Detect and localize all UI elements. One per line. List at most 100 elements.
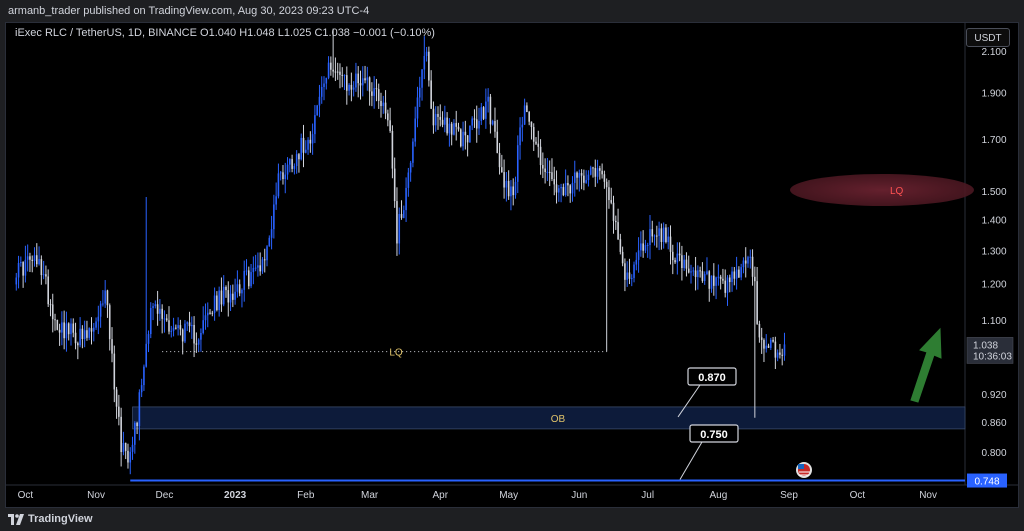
- candle: [735, 256, 738, 290]
- candle-body: [266, 246, 268, 261]
- candle-body: [537, 143, 540, 147]
- candle: [763, 338, 765, 363]
- candle-body: [453, 123, 455, 135]
- candle: [298, 152, 300, 173]
- candle: [113, 345, 116, 403]
- candle: [177, 317, 179, 336]
- candle: [229, 285, 232, 312]
- candle-body: [722, 278, 724, 281]
- candle-body: [58, 329, 61, 333]
- candle: [649, 215, 651, 260]
- candle: [154, 300, 157, 309]
- candle-body: [774, 341, 777, 358]
- candle-body: [86, 330, 88, 338]
- x-tick-label: Nov: [87, 490, 105, 501]
- candle-body: [291, 159, 293, 169]
- candle: [163, 310, 166, 333]
- candle: [65, 311, 68, 352]
- candle-body: [295, 154, 298, 166]
- price-chart[interactable]: OB LQ LQ 0.870 0.750 2.100 1.900 1.700 1.500 1…: [6, 23, 1018, 507]
- candle-body: [366, 77, 369, 81]
- candle: [637, 237, 640, 273]
- candle-body: [377, 89, 380, 101]
- candle: [710, 275, 713, 293]
- candle: [216, 291, 218, 312]
- candle-body: [596, 168, 599, 177]
- candle: [47, 269, 49, 308]
- candle: [772, 336, 774, 343]
- candle: [291, 154, 293, 173]
- x-tick-label: Mar: [361, 490, 379, 501]
- current-price-badge: [966, 337, 1014, 364]
- candle: [619, 233, 622, 255]
- candle-body: [74, 332, 77, 344]
- candle-body: [136, 422, 138, 426]
- candle-body: [690, 271, 692, 273]
- candle-body: [626, 272, 628, 280]
- candle: [74, 322, 77, 350]
- up-arrow-icon: [910, 327, 942, 403]
- candle: [767, 343, 770, 348]
- candle: [651, 220, 654, 243]
- candle: [204, 303, 207, 330]
- currency-button[interactable]: USDT: [966, 28, 1010, 47]
- candle: [364, 65, 366, 84]
- candle: [218, 286, 220, 317]
- candle-body: [346, 75, 348, 91]
- candle-body: [646, 245, 649, 247]
- candle: [428, 46, 430, 87]
- candle-body: [428, 51, 430, 81]
- candle-body: [667, 236, 670, 243]
- candle-body: [464, 131, 467, 136]
- candle: [45, 265, 47, 285]
- candle: [501, 154, 503, 173]
- candle-body: [576, 172, 578, 178]
- callout-0870-pointer: [677, 384, 701, 418]
- candle: [225, 285, 227, 298]
- candle-body: [263, 259, 266, 261]
- candle: [491, 119, 494, 126]
- candle: [553, 166, 556, 196]
- candle: [314, 105, 316, 144]
- candle-body: [202, 320, 204, 333]
- tradingview-brand: TradingView: [28, 513, 93, 525]
- candle-body: [102, 303, 104, 305]
- candle-body: [175, 327, 177, 329]
- candle: [662, 222, 665, 249]
- chart-frame[interactable]: OB LQ LQ 0.870 0.750 2.100 1.900 1.700 1.500 1…: [5, 22, 1019, 508]
- candle: [699, 266, 701, 278]
- x-tick-label: May: [499, 490, 518, 501]
- candle: [318, 84, 321, 118]
- candle: [466, 135, 469, 157]
- candle-body: [327, 62, 330, 78]
- candle-body: [227, 290, 230, 303]
- candle-body: [521, 124, 524, 128]
- candle-body: [662, 227, 665, 242]
- candle: [161, 304, 163, 334]
- candle-body: [373, 88, 375, 96]
- candle-body: [289, 159, 291, 165]
- candle-body: [172, 327, 175, 331]
- candle-body: [140, 385, 143, 393]
- candle: [464, 120, 467, 150]
- candle-body: [161, 308, 163, 319]
- candle: [352, 81, 355, 97]
- candle-body: [671, 251, 674, 261]
- candle: [350, 72, 353, 102]
- candle-body: [594, 168, 597, 177]
- candle: [327, 56, 330, 80]
- candle-body: [694, 270, 697, 278]
- candle-body: [387, 113, 389, 121]
- candle-body: [252, 267, 255, 273]
- candle: [594, 159, 597, 187]
- candle: [603, 170, 606, 189]
- candle-body: [749, 256, 752, 258]
- candle-body: [781, 354, 783, 356]
- candle-body: [33, 255, 36, 261]
- candle-body: [763, 339, 765, 349]
- candle: [676, 242, 679, 275]
- candle-body: [765, 345, 768, 349]
- candle: [341, 67, 344, 88]
- lq-zone-label: LQ: [890, 186, 904, 197]
- candle-body: [665, 227, 667, 243]
